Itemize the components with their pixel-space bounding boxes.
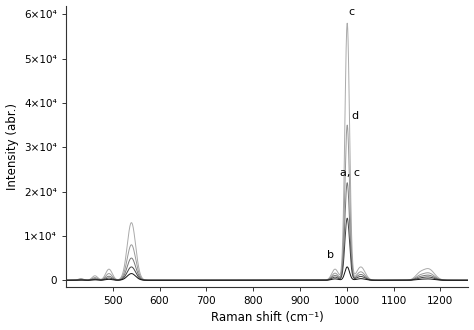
X-axis label: Raman shift (cm⁻¹): Raman shift (cm⁻¹): [211, 312, 324, 324]
Text: d: d: [351, 111, 358, 121]
Text: c: c: [348, 7, 355, 16]
Text: b: b: [328, 250, 334, 260]
Y-axis label: Intensity (abr.): Intensity (abr.): [6, 103, 18, 190]
Text: a, c: a, c: [340, 168, 360, 178]
